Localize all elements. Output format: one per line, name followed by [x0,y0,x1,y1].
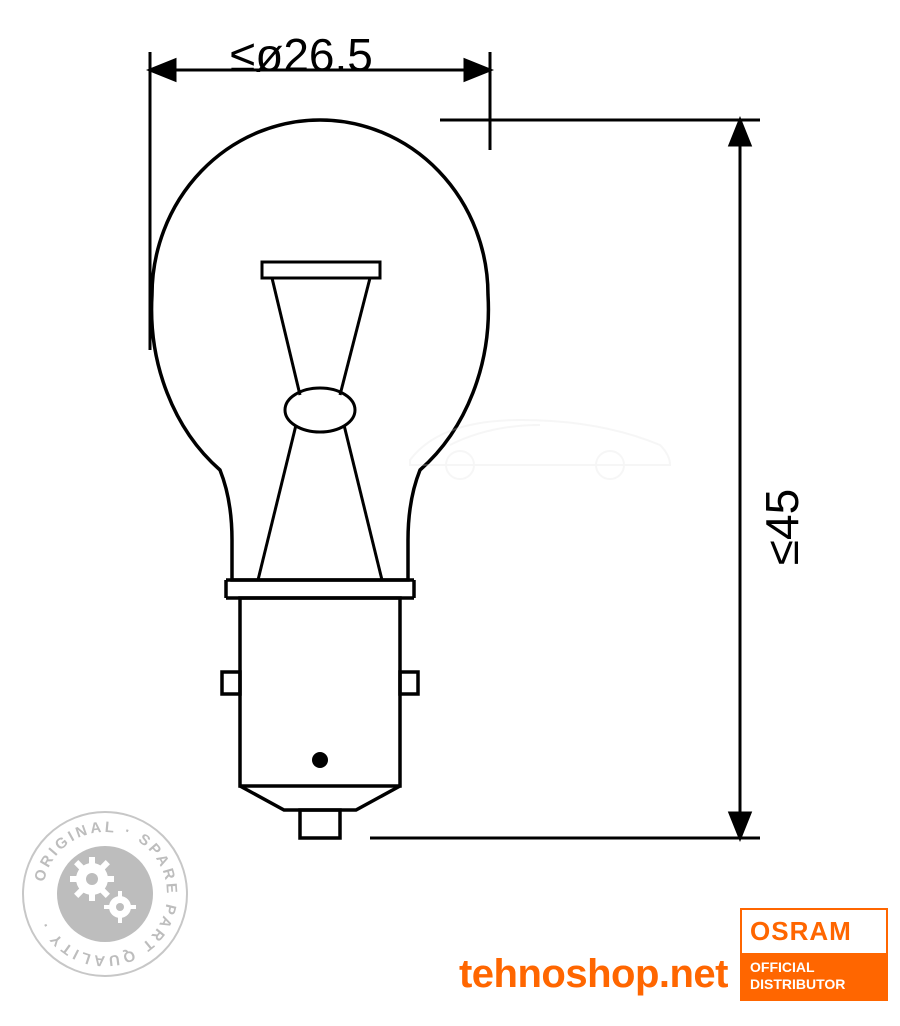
width-dimension-label: ≤ø26.5 [230,28,373,82]
brand-subtitle: OFFICIAL DISTRIBUTOR [742,953,886,999]
brand-sub1: OFFICIAL [750,959,815,975]
quality-badge: ORIGINAL · SPARE PART QUALITY · [20,809,190,979]
height-dimension-label: ≤45 [755,489,809,565]
brand-name: OSRAM [742,910,886,953]
brand-sub2: DISTRIBUTOR [750,976,845,992]
brand-badge: OSRAM OFFICIAL DISTRIBUTOR [740,908,888,1001]
car-watermark-icon [400,400,680,500]
site-watermark: tehnoshop.net [459,952,728,997]
